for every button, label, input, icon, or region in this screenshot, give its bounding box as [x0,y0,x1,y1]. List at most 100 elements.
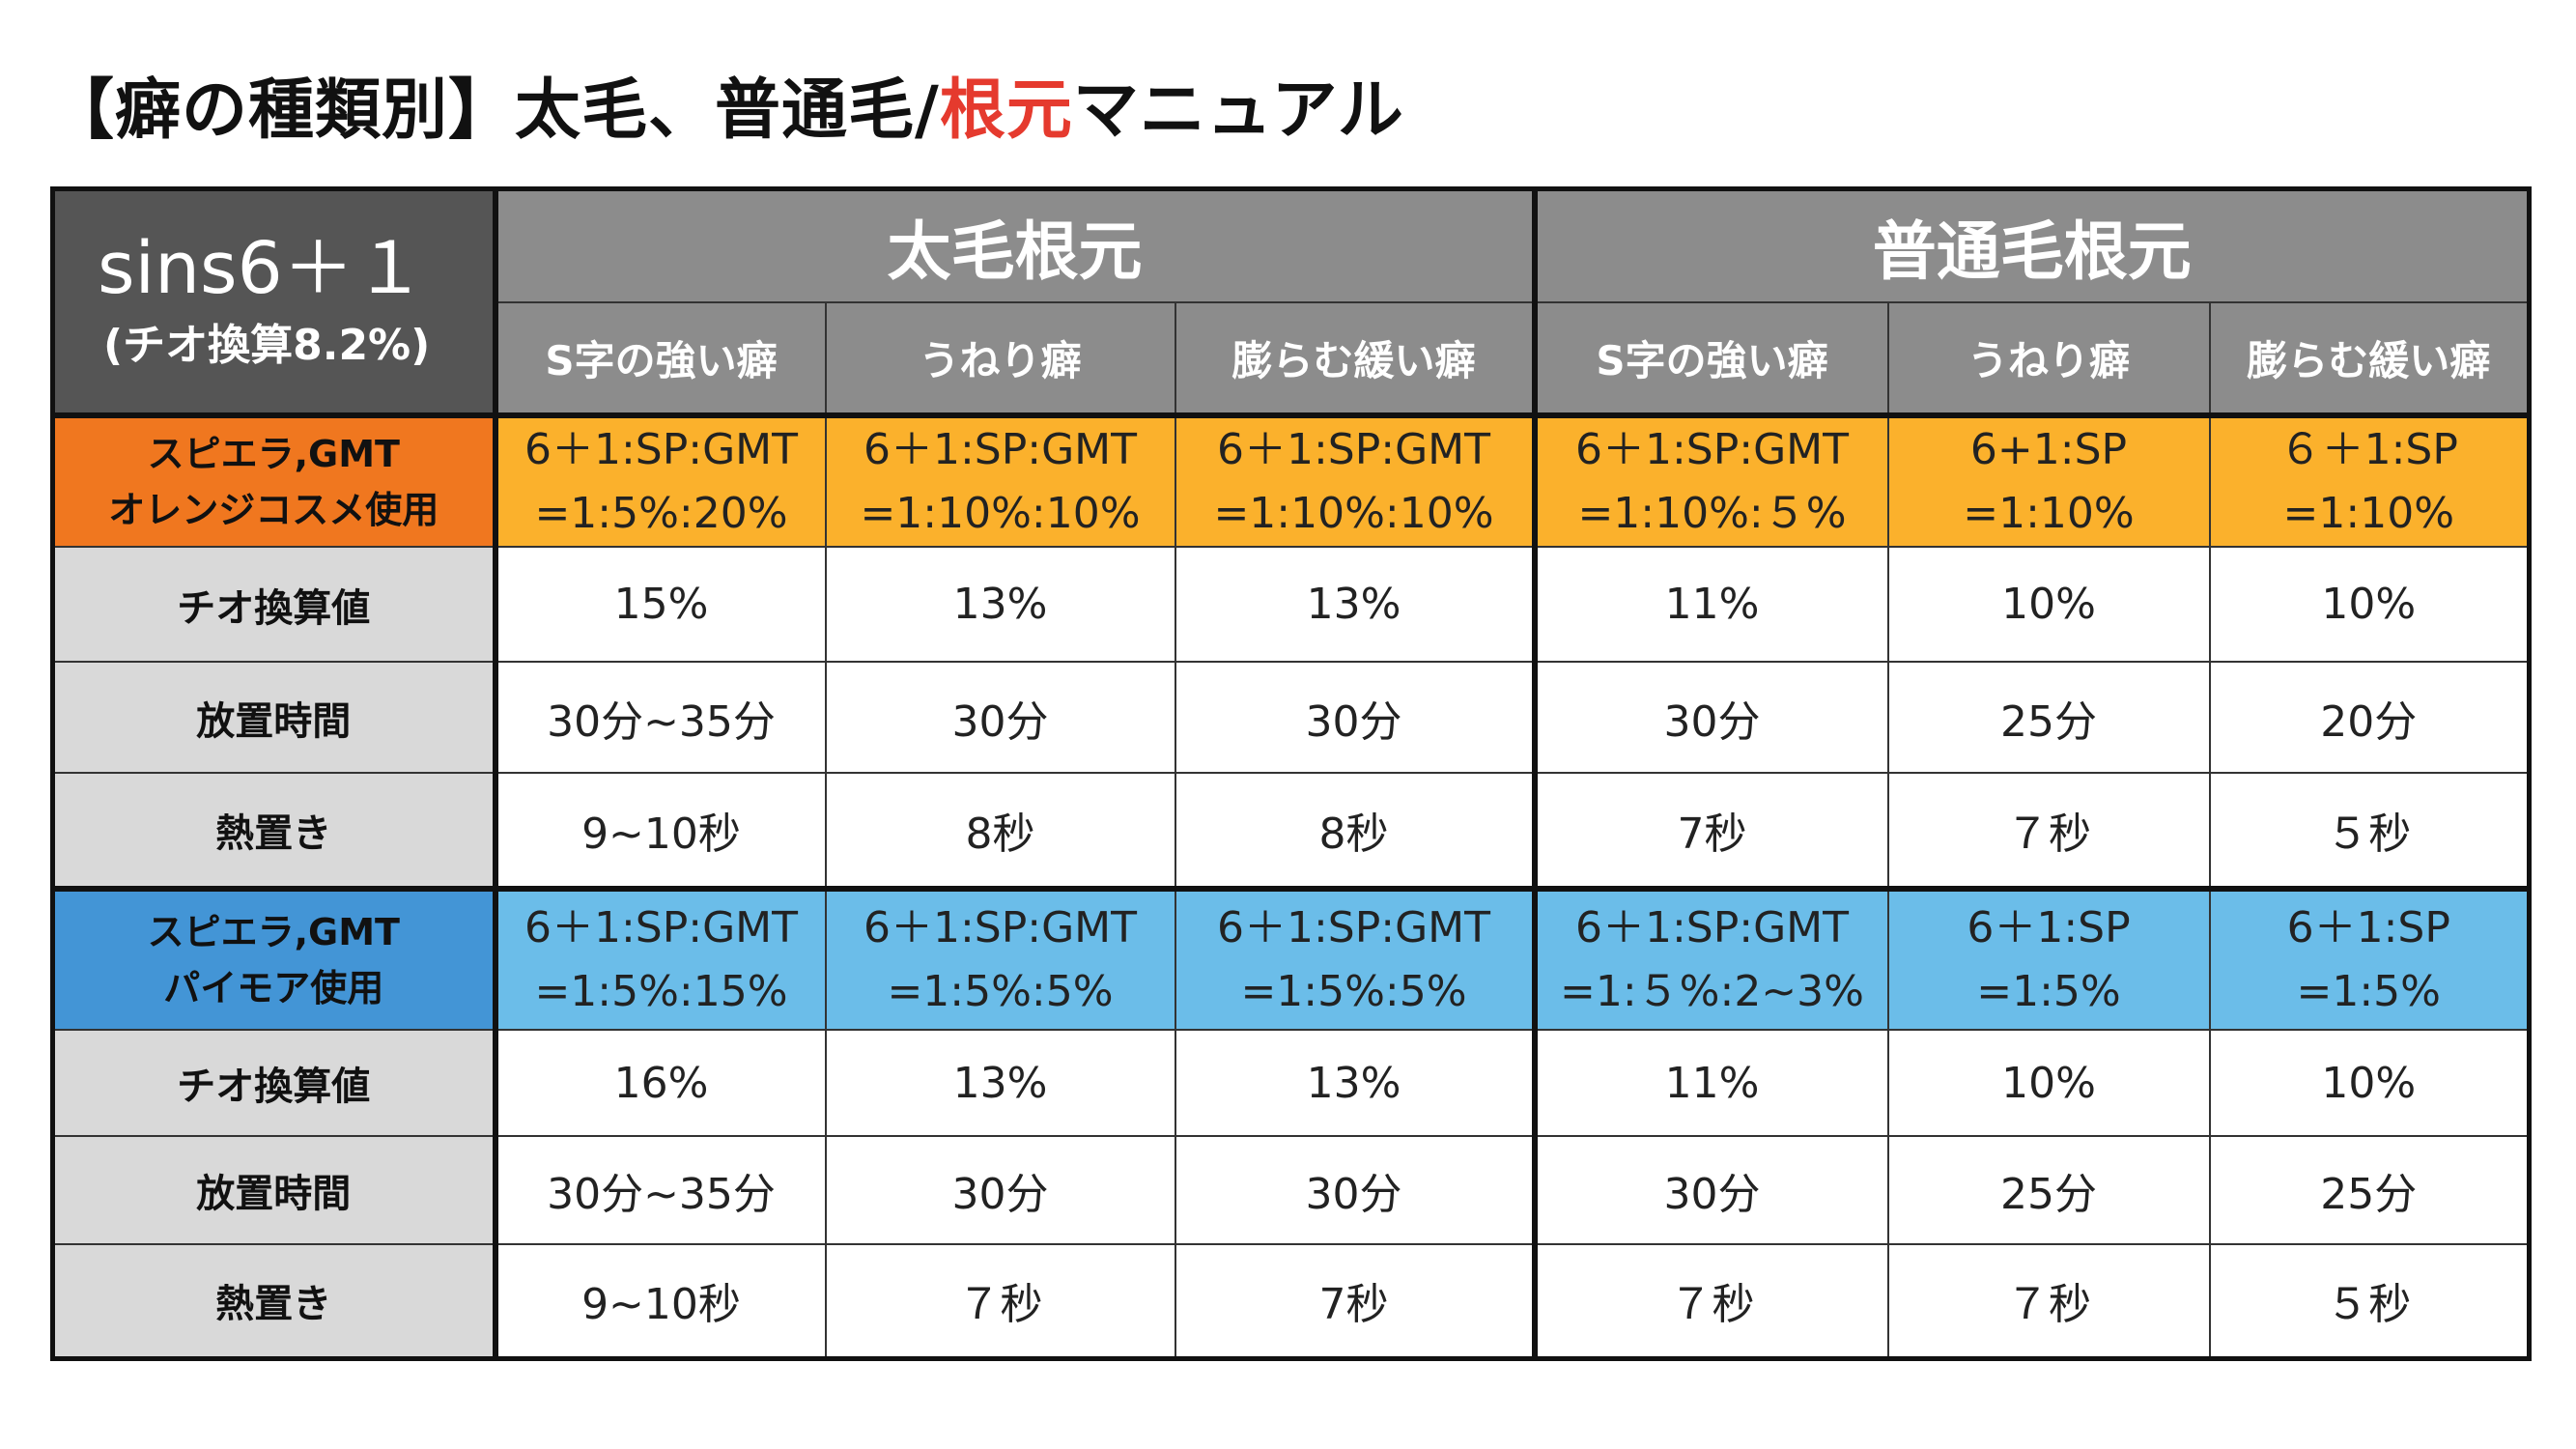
formula-cell: ６＋1:SP =1:10% [2208,412,2531,548]
table-cell: ７秒 [1886,772,2211,890]
table-cell: 30分 [1174,1135,1536,1245]
table-cell: 30分~35分 [494,1135,827,1245]
formula-line1: 6＋1:SP [2286,903,2450,952]
formula-line1: 6＋1:SP:GMT [1574,425,1850,474]
formula-line1: 6＋1:SP:GMT [524,425,799,474]
formula-line1: 6＋1:SP:GMT [1216,903,1491,952]
table-cell: 10% [2208,546,2531,663]
formula-line1: 6＋1:SP:GMT [524,903,799,952]
row-label: チオ換算値 [51,546,498,663]
formula-line2: =1:10%:10% [1213,489,1494,538]
title-suffix: マニュアル [1072,72,1404,149]
table-cell: 30分 [1531,1135,1889,1245]
formula-line2: =1:10%:５% [1577,489,1847,538]
table-cell: 30分 [824,661,1176,774]
formula-line2: =1:5%:5% [887,967,1114,1016]
table-cell: 30分~35分 [494,661,827,774]
column-header: うねり癖 [824,301,1176,416]
table-cell: 20分 [2208,661,2531,774]
formula-line2: =1:5%:15% [534,967,788,1016]
table-cell: 9~10秒 [494,772,827,890]
table-cell: ７秒 [824,1243,1176,1359]
section-label-orange-cosme: スピエラ,GMT オレンジコスメ使用 [51,412,498,548]
group-header-thick-root: 太毛根元 [494,187,1536,303]
row-label: チオ換算値 [51,1029,498,1137]
row-label: 熱置き [51,772,498,890]
manual-table: sins6＋１ (チオ換算8.2%) 太毛根元 普通毛根元 S字の強い癖 うねり… [50,186,2533,1361]
table-cell: 25分 [2208,1135,2531,1245]
corner-title: sins6＋１ [98,226,426,310]
table-cell: 15% [494,546,827,663]
table-cell: 10% [2208,1029,2531,1137]
table-cell: 30分 [1531,661,1889,774]
row-label: 放置時間 [51,661,498,774]
formula-line2: =1:5% [2296,967,2442,1016]
title-accent: 根元 [939,72,1073,149]
formula-line2: =1:5% [1976,967,2121,1016]
table-cell: 13% [824,546,1176,663]
table-cell: 8秒 [824,772,1176,890]
formula-line2: =1:10% [1963,489,2135,538]
formula-line1: ６＋1:SP [2279,425,2458,474]
table-cell: 13% [1174,1029,1536,1137]
formula-line2: =1:5%:20% [534,489,788,538]
row-label: 熱置き [51,1243,498,1359]
section-label-paimore: スピエラ,GMT パイモア使用 [51,886,498,1031]
table-cell: ７秒 [1886,1243,2211,1359]
formula-cell: 6＋1:SP:GMT =1:10%:５% [1531,412,1889,548]
table-cell: 25分 [1886,1135,2211,1245]
table-cell: 30分 [824,1135,1176,1245]
table-cell: 10% [1886,546,2211,663]
formula-line2: =1:５%:2~3% [1560,967,1864,1016]
table-cell: 8秒 [1174,772,1536,890]
table-cell: 9~10秒 [494,1243,827,1359]
formula-cell: 6+1:SP =1:10% [1886,412,2211,548]
formula-cell: 6＋1:SP:GMT =1:5%:5% [824,886,1176,1031]
formula-cell: 6＋1:SP:GMT =1:5%:20% [494,412,827,548]
table-cell: 7秒 [1174,1243,1536,1359]
formula-cell: 6＋1:SP =1:5% [2208,886,2531,1031]
group-header-normal-root: 普通毛根元 [1531,187,2531,303]
table-cell: ５秒 [2208,1243,2531,1359]
formula-line1: 6＋1:SP [1967,903,2131,952]
table-cell: ７秒 [1531,1243,1889,1359]
formula-cell: 6＋1:SP:GMT =1:10%:10% [1174,412,1536,548]
formula-cell: 6＋1:SP:GMT =1:５%:2~3% [1531,886,1889,1031]
formula-line1: 6＋1:SP:GMT [1574,903,1850,952]
column-header: うねり癖 [1886,301,2211,416]
formula-cell: 6＋1:SP =1:5% [1886,886,2211,1031]
table-cell: 25分 [1886,661,2211,774]
formula-cell: 6＋1:SP:GMT =1:10%:10% [824,412,1176,548]
formula-line1: 6+1:SP [1969,425,2128,474]
row-label: 放置時間 [51,1135,498,1245]
table-corner: sins6＋１ (チオ換算8.2%) [51,187,498,418]
column-header: S字の強い癖 [494,301,827,416]
table-cell: 11% [1531,1029,1889,1137]
table-cell: 30分 [1174,661,1536,774]
title-prefix: 【癖の種類別】太毛、普通毛/ [48,72,940,149]
formula-line2: =1:10% [2282,489,2454,538]
column-header: S字の強い癖 [1531,301,1889,416]
corner-subtitle: (チオ換算8.2%) [103,320,431,370]
formula-line2: =1:10%:10% [860,489,1141,538]
section-label-line2: パイモア使用 [163,967,384,1009]
formula-line1: 6＋1:SP:GMT [863,425,1138,474]
formula-line2: =1:5%:5% [1240,967,1467,1016]
section-label-line1: スピエラ,GMT [147,433,400,475]
formula-line1: 6＋1:SP:GMT [863,903,1138,952]
table-cell: 11% [1531,546,1889,663]
table-cell: 16% [494,1029,827,1137]
table-cell: ５秒 [2208,772,2531,890]
table-cell: 7秒 [1531,772,1889,890]
table-cell: 13% [1174,546,1536,663]
column-header: 膨らむ緩い癖 [2208,301,2531,416]
section-label-line2: オレンジコスメ使用 [108,489,439,531]
column-header: 膨らむ緩い癖 [1174,301,1536,416]
section-label-line1: スピエラ,GMT [147,911,400,953]
formula-cell: 6＋1:SP:GMT =1:5%:15% [494,886,827,1031]
table-cell: 13% [824,1029,1176,1137]
page-title: 【癖の種類別】太毛、普通毛/根元マニュアル [48,56,1404,152]
formula-line1: 6＋1:SP:GMT [1216,425,1491,474]
table-cell: 10% [1886,1029,2211,1137]
formula-cell: 6＋1:SP:GMT =1:5%:5% [1174,886,1536,1031]
